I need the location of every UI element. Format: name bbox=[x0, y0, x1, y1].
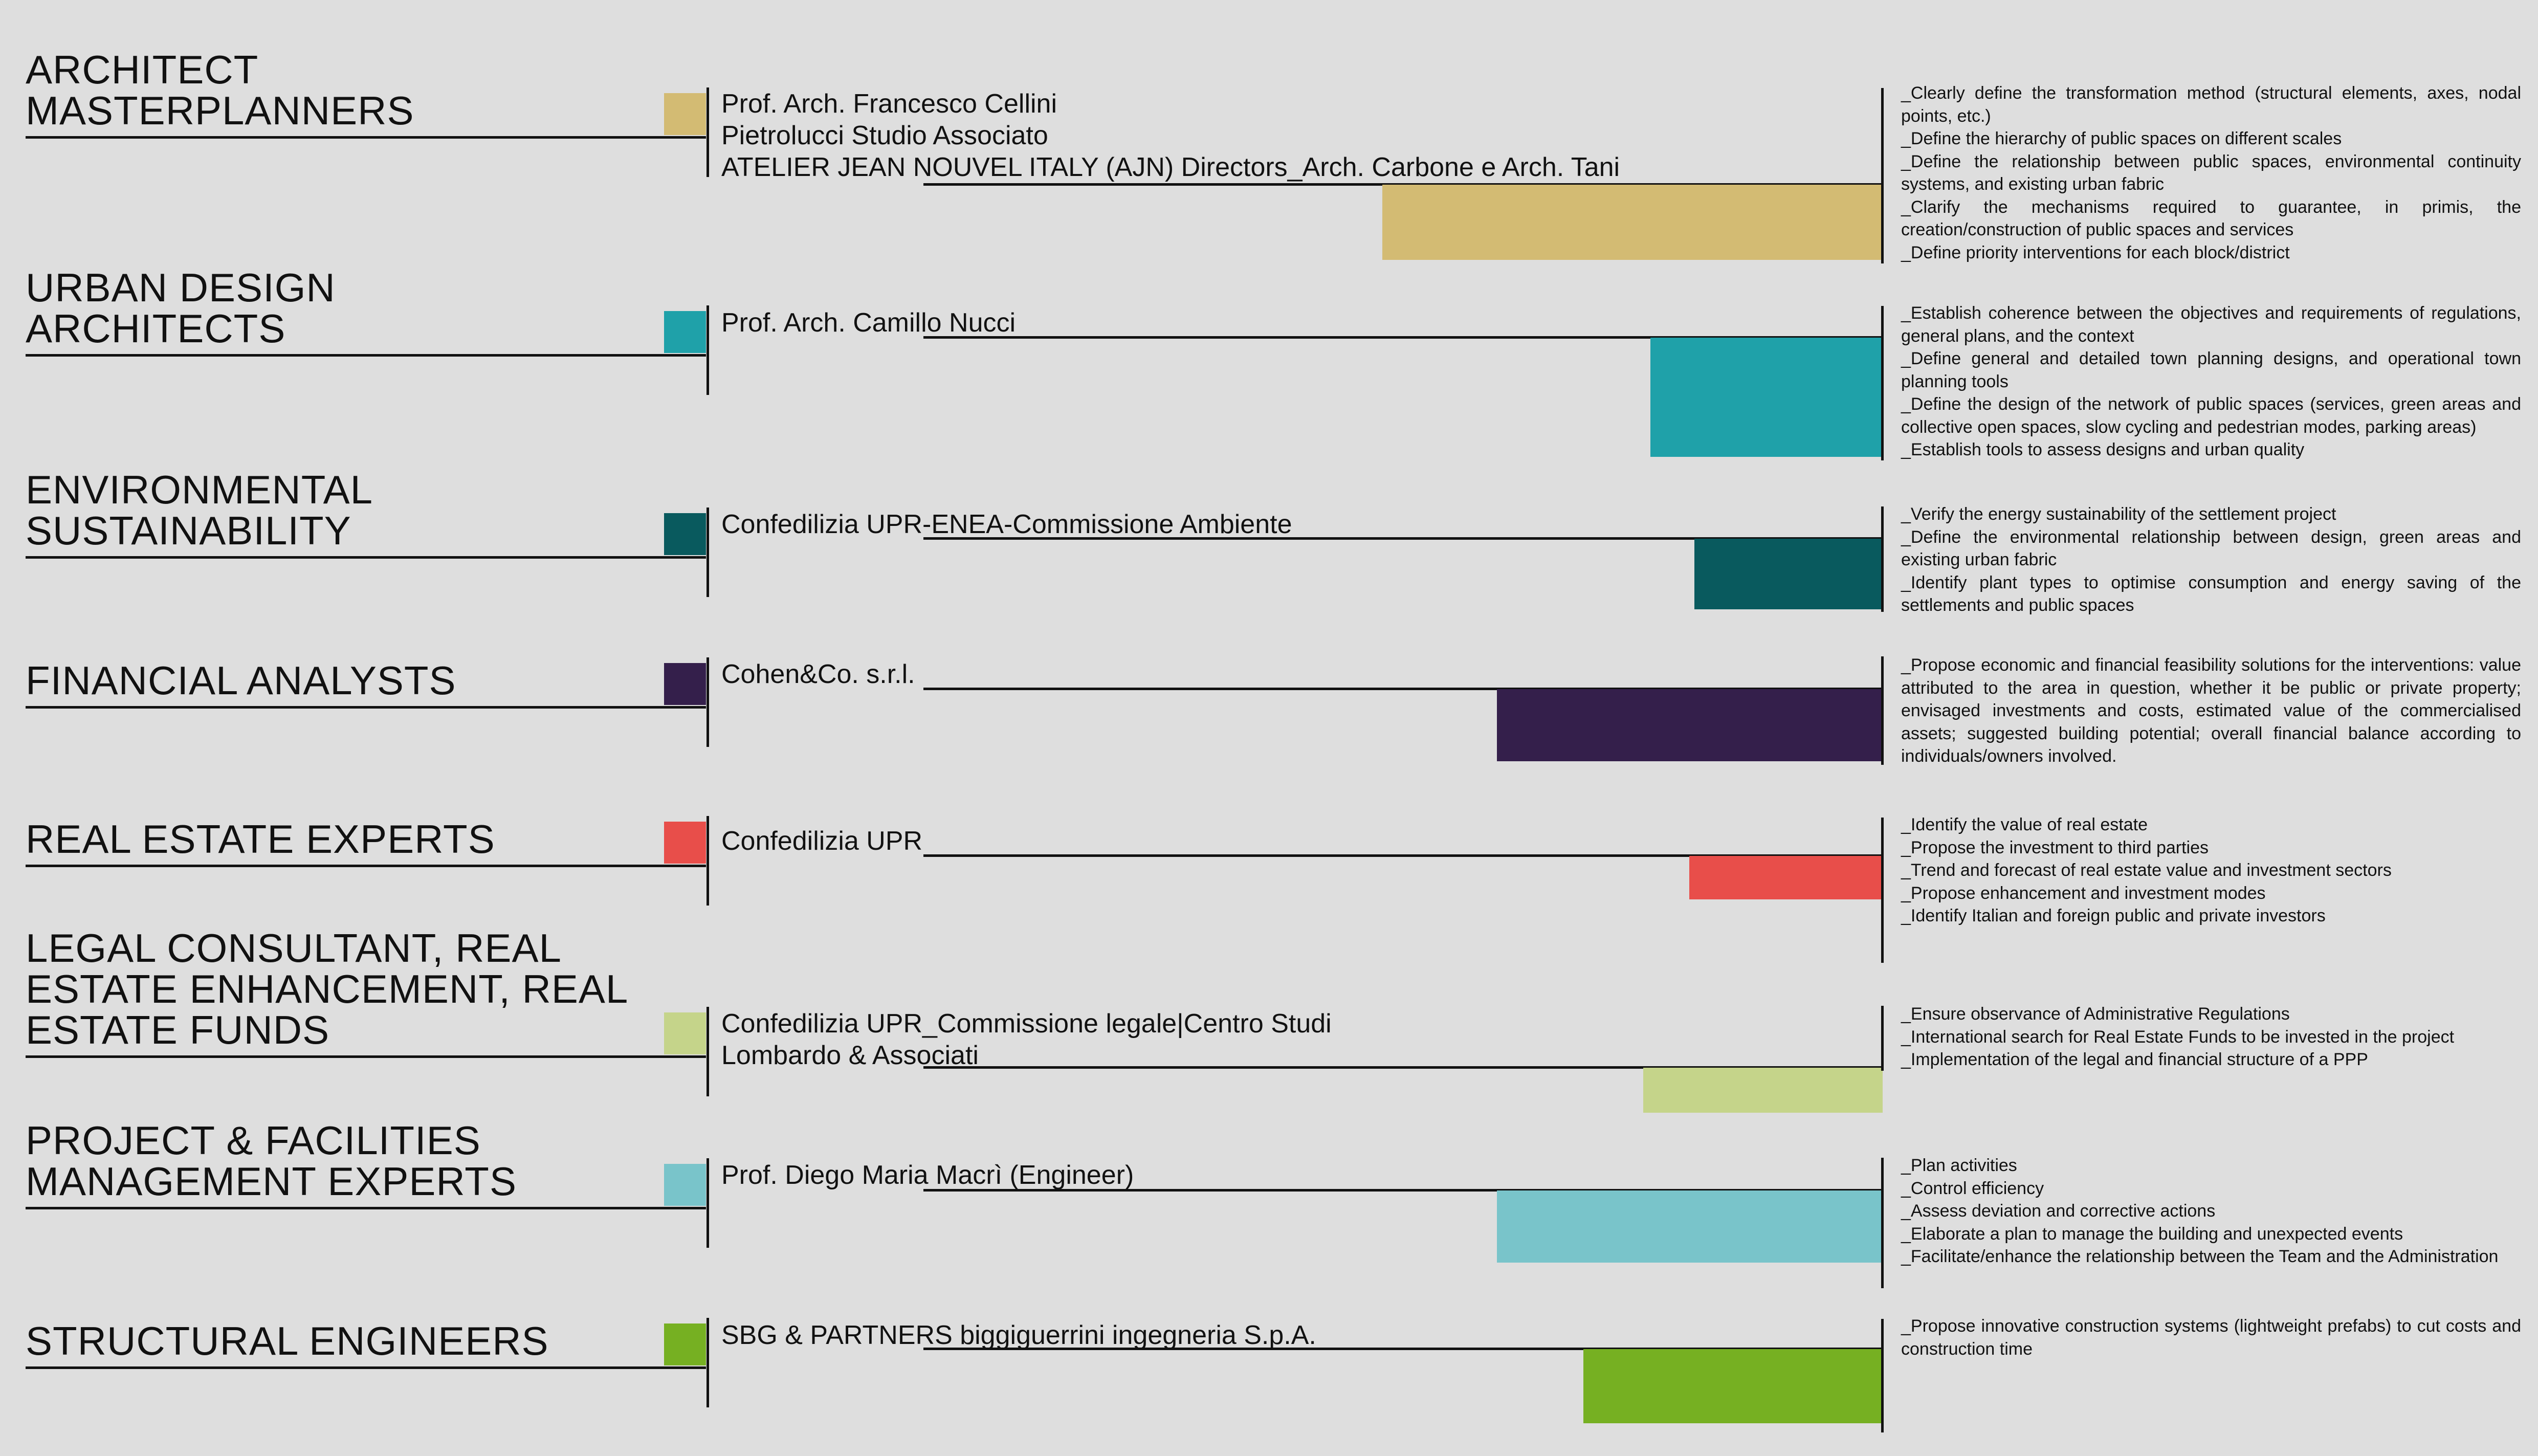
task-item: _Propose economic and financial feasibil… bbox=[1901, 655, 2521, 766]
role-color-swatch bbox=[664, 663, 706, 705]
task-item: _Trend and forecast of real estate value… bbox=[1901, 861, 2392, 880]
tasks-bracket-line bbox=[1881, 818, 1884, 963]
role-underline bbox=[26, 1207, 706, 1209]
role-color-swatch bbox=[664, 1323, 706, 1365]
tasks-bracket-line bbox=[1881, 506, 1884, 612]
members-bracket-line bbox=[707, 657, 709, 747]
task-item: _Clarify the mechanisms required to guar… bbox=[1901, 197, 2521, 240]
role-underline bbox=[26, 354, 706, 357]
connector-line bbox=[923, 1348, 1883, 1350]
task-item: _Establish coherence between the objecti… bbox=[1901, 303, 2521, 346]
tasks-bracket-line bbox=[1881, 1319, 1884, 1432]
role-bar bbox=[1583, 1349, 1883, 1423]
tasks-bracket-line bbox=[1881, 1006, 1884, 1071]
role-title: LEGAL CONSULTANT, REAL ESTATE ENHANCEMEN… bbox=[26, 925, 629, 1052]
task-item: _Establish tools to assess designs and u… bbox=[1901, 440, 2305, 459]
task-list: _Propose innovative construction systems… bbox=[1901, 1315, 2521, 1360]
task-list: _Establish coherence between the objecti… bbox=[1901, 302, 2521, 461]
team-members: Confedilizia UPR bbox=[721, 826, 923, 856]
role-bar bbox=[1497, 689, 1883, 761]
connector-line bbox=[923, 537, 1883, 540]
task-item: _Implementation of the legal and financi… bbox=[1901, 1050, 2368, 1069]
members-bracket-line bbox=[707, 1158, 709, 1248]
team-members: Prof. Arch. Camillo Nucci bbox=[721, 308, 1016, 338]
connector-line bbox=[923, 1189, 1883, 1192]
connector-line bbox=[923, 854, 1883, 857]
tasks-bracket-line bbox=[1881, 306, 1884, 460]
role-bar bbox=[1689, 856, 1883, 899]
task-list: _Clearly define the transformation metho… bbox=[1901, 82, 2521, 264]
role-title: URBAN DESIGN ARCHITECTS bbox=[26, 265, 336, 351]
task-item: _Verify the energy sustainability of the… bbox=[1901, 504, 2336, 524]
task-item: _Define priority interventions for each … bbox=[1901, 242, 2290, 262]
team-members: Cohen&Co. s.r.l. bbox=[721, 659, 915, 689]
task-item: _Clearly define the transformation metho… bbox=[1901, 83, 2521, 126]
members-bracket-line bbox=[707, 1318, 709, 1407]
task-item: _Define the environmental relationship b… bbox=[1901, 527, 2521, 570]
task-item: _Assess deviation and corrective actions bbox=[1901, 1201, 2216, 1221]
task-item: _Ensure observance of Administrative Reg… bbox=[1901, 1004, 2290, 1024]
task-item: _Identify Italian and foreign public and… bbox=[1901, 906, 2326, 925]
task-list: _Verify the energy sustainability of the… bbox=[1901, 503, 2521, 617]
role-bar bbox=[1497, 1190, 1883, 1263]
connector-line bbox=[923, 183, 1883, 186]
role-title: ENVIRONMENTAL SUSTAINABILITY bbox=[26, 467, 373, 553]
task-item: _Plan activities bbox=[1901, 1156, 2017, 1175]
role-bar bbox=[1643, 1068, 1883, 1113]
role-underline bbox=[26, 1366, 706, 1369]
tasks-bracket-line bbox=[1881, 88, 1884, 263]
role-title: ARCHITECT MASTERPLANNERS bbox=[26, 47, 414, 133]
role-title: STRUCTURAL ENGINEERS bbox=[26, 1318, 549, 1363]
task-item: _Define the design of the network of pub… bbox=[1901, 394, 2521, 437]
connector-line bbox=[923, 336, 1883, 339]
role-bar bbox=[1382, 185, 1883, 260]
task-item: _Define the relationship between public … bbox=[1901, 151, 2521, 194]
task-item: _Identify plant types to optimise consum… bbox=[1901, 572, 2521, 615]
role-color-swatch bbox=[664, 311, 706, 353]
role-color-swatch bbox=[664, 1012, 706, 1054]
tasks-bracket-line bbox=[1881, 1158, 1884, 1288]
members-bracket-line bbox=[707, 305, 709, 395]
task-item: _International search for Real Estate Fu… bbox=[1901, 1027, 2455, 1047]
role-underline bbox=[26, 556, 706, 559]
task-list: _Plan activities _Control efficiency _Asse… bbox=[1901, 1154, 2521, 1268]
task-item: _Define general and detailed town planni… bbox=[1901, 349, 2521, 391]
role-color-swatch bbox=[664, 513, 706, 555]
role-title: FINANCIAL ANALYSTS bbox=[26, 658, 456, 703]
team-members: Prof. Arch. Francesco Cellini Pietrolucc… bbox=[721, 89, 1620, 182]
team-members: Confedilizia UPR_Commissione legale|Cent… bbox=[721, 1009, 1332, 1070]
tasks-bracket-line bbox=[1881, 656, 1884, 765]
role-bar bbox=[1694, 539, 1883, 609]
members-bracket-line bbox=[707, 1007, 709, 1096]
task-item: _Control efficiency bbox=[1901, 1178, 2044, 1198]
role-underline bbox=[26, 865, 706, 867]
connector-line bbox=[923, 1066, 1883, 1069]
members-bracket-line bbox=[707, 87, 709, 177]
task-list: _Propose economic and financial feasibil… bbox=[1901, 654, 2521, 768]
task-item: _Propose enhancement and investment mode… bbox=[1901, 883, 2266, 903]
role-color-swatch bbox=[664, 1164, 706, 1206]
role-title: REAL ESTATE EXPERTS bbox=[26, 817, 495, 862]
role-color-swatch bbox=[664, 93, 706, 135]
role-bar bbox=[1650, 338, 1883, 457]
connector-line bbox=[923, 688, 1883, 690]
role-underline bbox=[26, 706, 706, 709]
members-bracket-line bbox=[707, 508, 709, 597]
team-members: SBG & PARTNERS biggiguerrini ingegneria … bbox=[721, 1320, 1316, 1350]
task-item: _Facilitate/enhance the relationship bet… bbox=[1901, 1247, 2499, 1266]
team-members: Confedilizia UPR-ENEA-Commissione Ambien… bbox=[721, 510, 1292, 539]
members-bracket-line bbox=[707, 816, 709, 906]
task-item: _Elaborate a plan to manage the building… bbox=[1901, 1224, 2403, 1244]
role-underline bbox=[26, 1055, 706, 1058]
task-item: _Define the hierarchy of public spaces o… bbox=[1901, 129, 2342, 148]
role-color-swatch bbox=[664, 822, 706, 864]
task-item: _Propose innovative construction systems… bbox=[1901, 1316, 2521, 1359]
task-list: _Identify the value of real estate _Propo… bbox=[1901, 813, 2521, 928]
task-list: _Ensure observance of Administrative Reg… bbox=[1901, 1003, 2521, 1071]
role-underline bbox=[26, 136, 706, 139]
task-item: _Identify the value of real estate bbox=[1901, 815, 2148, 834]
role-title: PROJECT & FACILITIES MANAGEMENT EXPERTS bbox=[26, 1118, 517, 1204]
task-item: _Propose the investment to third parties bbox=[1901, 837, 2209, 857]
team-members: Prof. Diego Maria Macrì (Engineer) bbox=[721, 1160, 1134, 1190]
